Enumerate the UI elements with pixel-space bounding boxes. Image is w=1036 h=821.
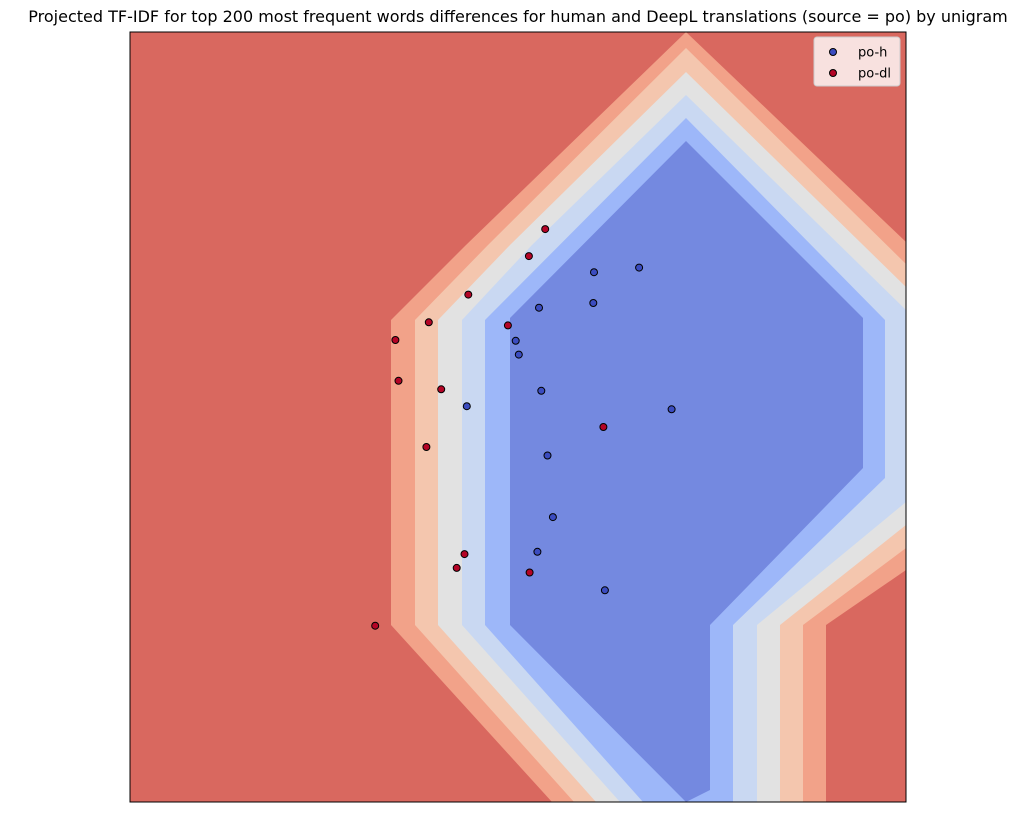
point-po-dl [422, 443, 431, 451]
decision-contour-background [130, 32, 906, 802]
point-po-h [635, 263, 644, 272]
chart-legend: po-h po-dl [813, 36, 901, 87]
point-po-dl [524, 252, 533, 261]
contour-level-0 [510, 141, 863, 802]
point-po-h [667, 405, 676, 414]
point-po-h [511, 336, 520, 345]
chart-title: Projected TF-IDF for top 200 most freque… [28, 7, 1007, 26]
point-po-dl [460, 550, 469, 559]
point-po-h [543, 451, 552, 460]
point-po-h [600, 586, 609, 595]
point-po-dl [599, 423, 608, 431]
legend-marker-po-dl [829, 69, 837, 77]
scatter-points [371, 225, 676, 630]
point-po-dl [525, 568, 534, 577]
point-po-dl [503, 321, 512, 330]
point-po-dl [541, 225, 550, 234]
point-po-dl [391, 336, 400, 344]
point-po-h [589, 299, 598, 307]
point-po-h [514, 350, 523, 359]
point-po-dl [394, 376, 403, 385]
point-po-dl [371, 621, 380, 630]
point-po-dl [452, 563, 461, 572]
point-po-dl [464, 290, 473, 299]
point-po-h [548, 513, 557, 522]
plot-frame [129, 31, 907, 803]
point-po-dl [437, 385, 446, 394]
legend-marker-po-h [829, 48, 837, 56]
point-po-h [537, 386, 546, 395]
legend-label-po-dl: po-dl [858, 67, 891, 82]
point-po-h [535, 303, 543, 312]
legend-label-po-h: po-h [858, 46, 887, 61]
point-po-h [590, 268, 598, 277]
point-po-h [462, 402, 471, 411]
point-po-h [533, 547, 542, 556]
point-po-dl [424, 318, 433, 327]
